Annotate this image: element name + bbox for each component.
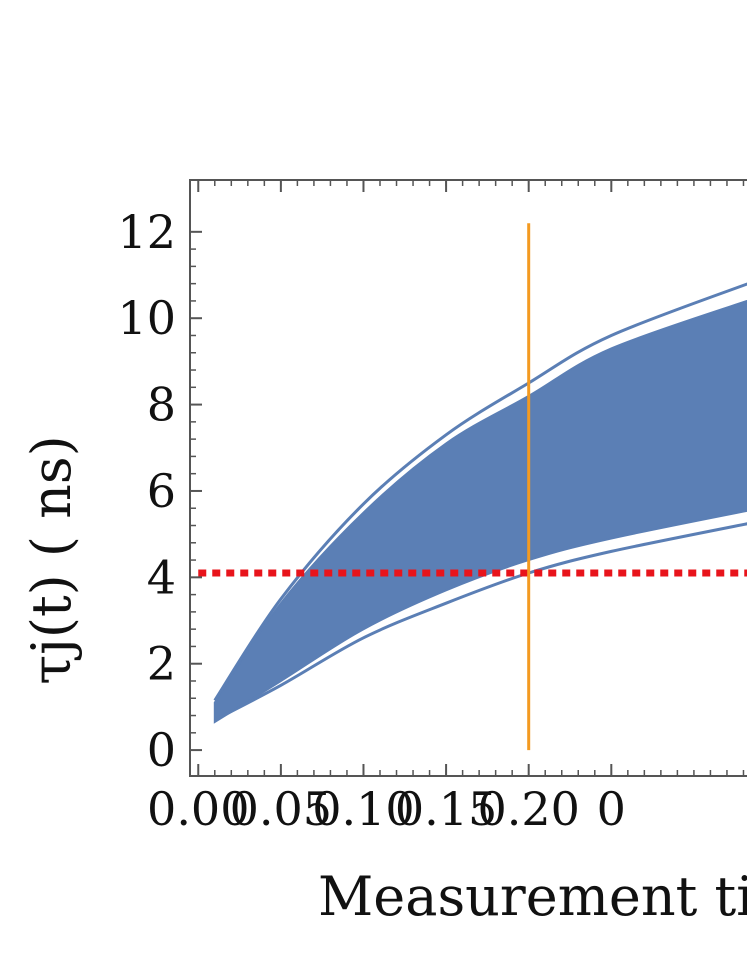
y-tick-label: 2 bbox=[147, 637, 176, 691]
x-tick-label: 0.00 bbox=[147, 782, 249, 836]
x-tick-label: 0.15 bbox=[395, 782, 497, 836]
y-tick-label: 0 bbox=[147, 723, 176, 777]
x-axis-label: Measurement time bbox=[318, 865, 747, 928]
y-axis-label: τj(t) ( ns) bbox=[20, 435, 83, 684]
x-tick-label: 0.05 bbox=[230, 782, 332, 836]
upper-curve bbox=[213, 282, 747, 702]
lower-curve bbox=[214, 522, 747, 722]
plot-frame bbox=[189, 179, 747, 777]
y-tick-label: 4 bbox=[147, 550, 176, 604]
y-tick-label: 8 bbox=[147, 378, 176, 432]
y-tick-label: 10 bbox=[117, 291, 176, 345]
plot-area: 0 2 4 6 8 10 12 0.000.050.100.150.20 0 bbox=[117, 179, 747, 836]
x-tick-label: 0.10 bbox=[312, 782, 414, 836]
y-tick-label: 6 bbox=[147, 464, 176, 518]
y-tick-label: 12 bbox=[117, 205, 176, 259]
x-tick-label: 0.20 bbox=[477, 782, 579, 836]
x-tick-label: 0 bbox=[597, 782, 626, 836]
curve-band bbox=[213, 299, 747, 724]
